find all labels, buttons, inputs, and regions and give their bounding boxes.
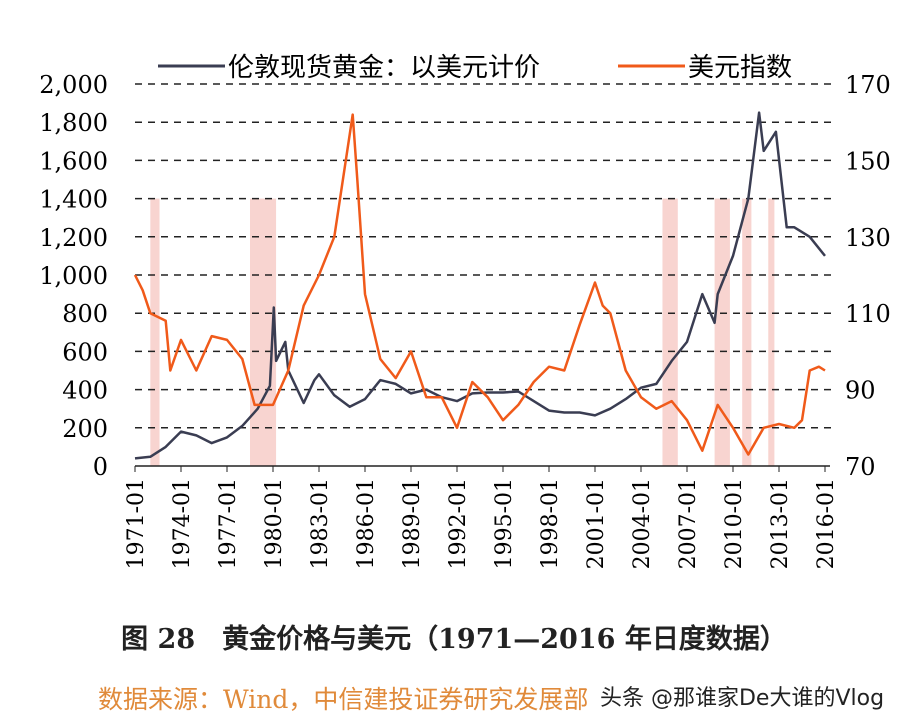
watermark: 头条 @那谁家De大谁的Vlog <box>600 686 885 711</box>
x-tick-label: 1995-01 <box>492 478 517 569</box>
shaded-period <box>742 198 752 466</box>
y-left-tick-label: 200 <box>62 415 108 443</box>
y-right-tick-label: 170 <box>845 71 891 99</box>
x-tick-label: 2016-01 <box>814 478 839 569</box>
x-tick-label: 2004-01 <box>630 478 655 569</box>
x-tick-label: 1986-01 <box>354 478 379 569</box>
data-source: 数据来源：Wind，中信建投证券研究发展部 <box>98 685 589 714</box>
usd-index-line <box>133 113 826 456</box>
y-right-tick-label: 150 <box>845 147 891 175</box>
y-left-tick-label: 1,600 <box>39 147 108 175</box>
x-tick-label: 1983-01 <box>308 478 333 569</box>
x-tick-label: 2001-01 <box>584 478 609 569</box>
x-tick-label: 1977-01 <box>216 478 241 569</box>
y-right-tick-label: 130 <box>845 224 891 252</box>
y-left-tick-label: 400 <box>62 377 108 405</box>
y-left-tick-label: 0 <box>93 453 108 481</box>
x-tick-label: 1992-01 <box>446 478 471 569</box>
y-left-tick-label: 1,000 <box>39 262 108 290</box>
y-left-tick-label: 1,800 <box>39 109 108 137</box>
gold-price-line <box>134 111 826 460</box>
y-right-tick-label: 110 <box>845 300 891 328</box>
x-tick-label: 2010-01 <box>722 478 747 569</box>
x-tick-label: 1980-01 <box>262 478 287 569</box>
y-left-tick-label: 2,000 <box>39 71 108 99</box>
figure-caption: 图 28 黄金价格与美元（1971—2016 年日度数据） <box>121 624 787 655</box>
x-tick-label: 1974-01 <box>170 478 195 569</box>
y-right-tick-label: 70 <box>845 453 876 481</box>
shaded-period <box>150 198 160 466</box>
legend-usd-label: 美元指数 <box>688 53 792 83</box>
x-tick-label: 1998-01 <box>538 478 563 569</box>
x-tick-label: 2007-01 <box>676 478 701 569</box>
shaded-period <box>714 198 730 466</box>
y-left-tick-label: 1,400 <box>39 186 108 214</box>
legend: 伦敦现货黄金：以美元计价 美元指数 <box>158 53 792 83</box>
x-tick-label: 1971-01 <box>124 478 149 569</box>
chart: 0 200 400 600 800 1,000 1,200 1,400 1,600 1,800 2,… <box>39 53 891 569</box>
y-right-tick-label: 90 <box>845 377 876 405</box>
y-left-tick-label: 600 <box>62 338 108 366</box>
shaded-period <box>768 198 775 466</box>
x-tick-label: 1989-01 <box>400 478 425 569</box>
x-tick-label: 2013-01 <box>768 478 793 569</box>
y-left-tick-label: 800 <box>62 300 108 328</box>
shaded-period <box>662 198 678 466</box>
legend-gold-label: 伦敦现货黄金：以美元计价 <box>228 53 540 83</box>
y-left-tick-label: 1,200 <box>39 224 108 252</box>
